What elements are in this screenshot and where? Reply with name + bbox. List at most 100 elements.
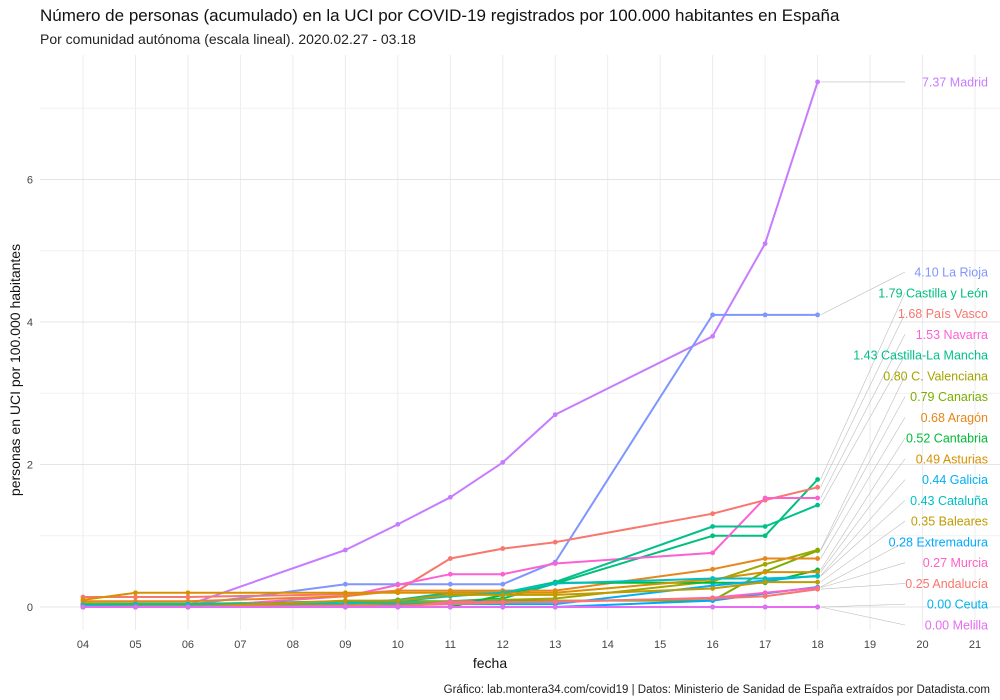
- data-point: [710, 511, 716, 517]
- data-point: [447, 592, 453, 598]
- x-tick-label: 07: [234, 639, 246, 651]
- x-tick-labels: 04 05 06 07 08 09 10 11 12 13 14 15 16 17 18 19 20 21: [77, 639, 981, 651]
- data-point: [710, 524, 716, 529]
- series-label: 1.79 Castilla y León: [878, 286, 988, 300]
- y-tick-labels: 0 2 4 6: [27, 175, 33, 615]
- grid-layer: [40, 55, 1000, 630]
- label-leader-lines: [820, 81, 906, 626]
- data-point: [815, 579, 820, 585]
- data-point: [710, 604, 716, 610]
- data-point: [185, 590, 191, 596]
- label-leader-line: [820, 292, 906, 480]
- data-point: [552, 592, 558, 598]
- x-tick-label: 13: [549, 639, 561, 651]
- data-point: [762, 569, 768, 575]
- data-point: [815, 604, 820, 610]
- label-leader-line: [820, 354, 906, 506]
- series-label: 1.53 Navarra: [916, 328, 988, 342]
- chart-title: Número de personas (acumulado) en la UCI…: [40, 6, 840, 25]
- y-tick-label: 0: [27, 602, 33, 614]
- series-label: 0.00 Ceuta: [927, 598, 988, 612]
- x-tick-label: 11: [445, 639, 456, 651]
- label-leader-line: [820, 313, 906, 488]
- data-point: [815, 586, 820, 592]
- data-point: [815, 556, 820, 561]
- series-labels: 7.37 Madrid 4.10 La Rioja 1.79 Castilla y …: [853, 75, 988, 632]
- x-tick-label: 17: [759, 639, 771, 651]
- x-tick-label: 20: [916, 639, 928, 651]
- data-point: [500, 459, 506, 465]
- data-point: [710, 550, 716, 556]
- data-point: [447, 556, 453, 561]
- data-point: [552, 539, 558, 545]
- label-leader-line: [820, 271, 906, 316]
- data-point: [500, 546, 506, 551]
- data-point: [80, 597, 86, 603]
- series-label: 4.10 La Rioja: [914, 266, 988, 280]
- data-point: [762, 524, 768, 529]
- label-leader-line: [820, 458, 906, 573]
- label-leader-line: [820, 396, 906, 551]
- label-leader-line: [820, 603, 906, 608]
- data-point: [500, 581, 506, 587]
- data-point: [133, 594, 138, 600]
- series-label: 0.44 Galicia: [922, 473, 988, 487]
- series-label: 0.68 Aragón: [921, 411, 988, 425]
- label-leader-line: [820, 562, 906, 589]
- data-point: [500, 571, 506, 577]
- label-leader-line: [820, 606, 906, 626]
- x-tick-label: 18: [811, 639, 823, 651]
- label-leader-line: [820, 375, 906, 551]
- data-point: [710, 596, 716, 601]
- x-tick-label: 15: [654, 639, 666, 651]
- data-point: [762, 590, 768, 596]
- data-point: [185, 604, 191, 610]
- label-leader-line: [820, 500, 906, 577]
- data-point: [762, 533, 768, 539]
- data-point: [710, 333, 716, 339]
- data-point: [342, 593, 348, 599]
- data-point: [815, 484, 820, 490]
- data-point: [762, 556, 768, 561]
- data-point: [710, 576, 716, 581]
- series-label: 0.52 Cantabria: [906, 432, 988, 446]
- data-point: [447, 581, 453, 587]
- data-point: [395, 598, 401, 603]
- label-leader-line: [820, 334, 906, 499]
- data-point: [133, 604, 138, 610]
- series-label: 0.28 Extremadura: [889, 535, 988, 549]
- data-point: [500, 592, 506, 598]
- data-point: [710, 586, 716, 591]
- data-point: [395, 604, 401, 610]
- data-point: [710, 566, 716, 572]
- data-point: [133, 590, 138, 596]
- x-axis-title: fecha: [473, 655, 507, 671]
- data-point: [552, 604, 558, 610]
- data-point: [500, 600, 506, 606]
- data-point: [815, 573, 820, 579]
- data-point: [762, 495, 768, 501]
- label-leader-line: [820, 437, 906, 571]
- x-tick-label: 16: [707, 639, 719, 651]
- data-point: [815, 312, 820, 318]
- data-point: [762, 593, 768, 599]
- data-point: [342, 590, 348, 596]
- label-leader-line: [820, 479, 906, 576]
- series-label: 0.43 Cataluña: [910, 494, 988, 508]
- y-tick-label: 4: [27, 317, 33, 329]
- x-tick-label: 04: [77, 639, 89, 651]
- label-leader-line: [820, 541, 906, 588]
- label-leader-line: [820, 417, 906, 559]
- data-point: [762, 604, 768, 610]
- data-point: [815, 502, 820, 508]
- data-point: [342, 581, 348, 587]
- series-label: 0.80 C. Valenciana: [883, 369, 988, 383]
- series-label: 0.49 Asturias: [916, 452, 988, 466]
- data-point: [395, 521, 401, 527]
- series-label: 0.25 Andalucía: [905, 577, 988, 591]
- series-label: 1.68 País Vasco: [898, 307, 988, 321]
- data-point: [815, 79, 820, 85]
- series-label: 0.79 Canarias: [910, 390, 988, 404]
- x-tick-label: 06: [182, 639, 194, 651]
- data-point: [447, 494, 453, 500]
